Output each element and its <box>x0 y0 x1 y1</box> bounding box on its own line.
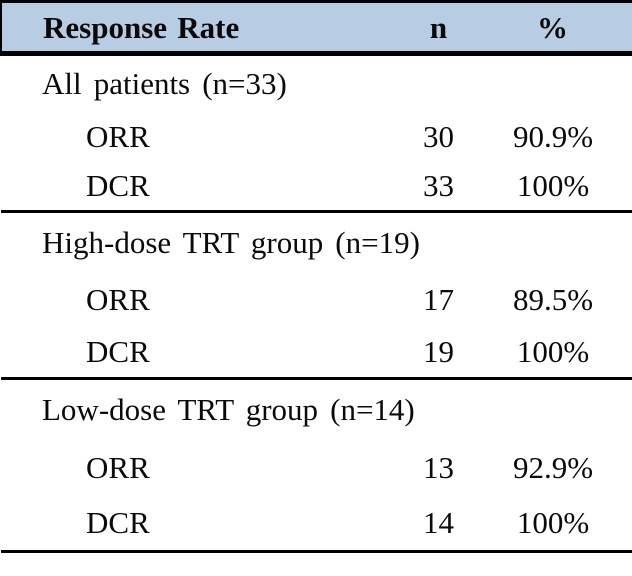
n-value: 14 <box>423 505 454 541</box>
section-label-row: All patients (n=33) <box>1 54 632 112</box>
measure-label: DCR <box>86 168 150 204</box>
header-percent-column: % <box>501 1 632 56</box>
percent-value: 92.9% <box>512 450 594 485</box>
measure-label: ORR <box>86 450 150 485</box>
percent-value: 89.5% <box>512 281 594 317</box>
n-value: 33 <box>423 168 454 204</box>
table-header: Response Rate n % <box>0 1 632 56</box>
table-row: ORR 17 89.5% <box>1 273 632 326</box>
measure-label: DCR <box>86 333 150 369</box>
n-value: 17 <box>423 281 454 317</box>
table-row: ORR 30 90.9% <box>1 112 632 162</box>
n-value: 30 <box>423 119 454 154</box>
percent-value: 100% <box>516 505 590 541</box>
header-n-column: n <box>376 1 501 56</box>
measure-label: ORR <box>86 119 150 154</box>
response-rate-table: Response Rate n % All patients (n=33) OR… <box>0 0 632 552</box>
percent-value: 90.9% <box>512 119 594 154</box>
table-row: DCR 14 100% <box>1 496 632 552</box>
section-label-row: High-dose TRT group (n=19) <box>1 212 632 273</box>
header-row: Response Rate n % <box>0 1 632 56</box>
section-label-all-patients: All patients (n=33) <box>42 66 287 102</box>
n-value: 19 <box>423 333 454 369</box>
percent-value: 100% <box>516 168 590 204</box>
table-row: DCR 19 100% <box>1 326 632 379</box>
measure-label: DCR <box>86 505 150 541</box>
section-label-low-dose: Low-dose TRT group (n=14) <box>42 392 415 428</box>
table-row: DCR 33 100% <box>1 162 632 212</box>
section-all-patients: All patients (n=33) ORR 30 90.9% DCR 33 … <box>1 54 632 212</box>
section-low-dose: Low-dose TRT group (n=14) ORR 13 92.9% D… <box>1 379 632 552</box>
section-label-row: Low-dose TRT group (n=14) <box>1 379 632 440</box>
measure-label: ORR <box>86 281 150 317</box>
n-value: 13 <box>423 450 454 485</box>
table-row: ORR 13 92.9% <box>1 440 632 496</box>
header-response-rate: Response Rate <box>0 1 376 56</box>
section-label-high-dose: High-dose TRT group (n=19) <box>42 225 420 261</box>
section-high-dose: High-dose TRT group (n=19) ORR 17 89.5% … <box>1 212 632 379</box>
percent-value: 100% <box>516 333 590 369</box>
